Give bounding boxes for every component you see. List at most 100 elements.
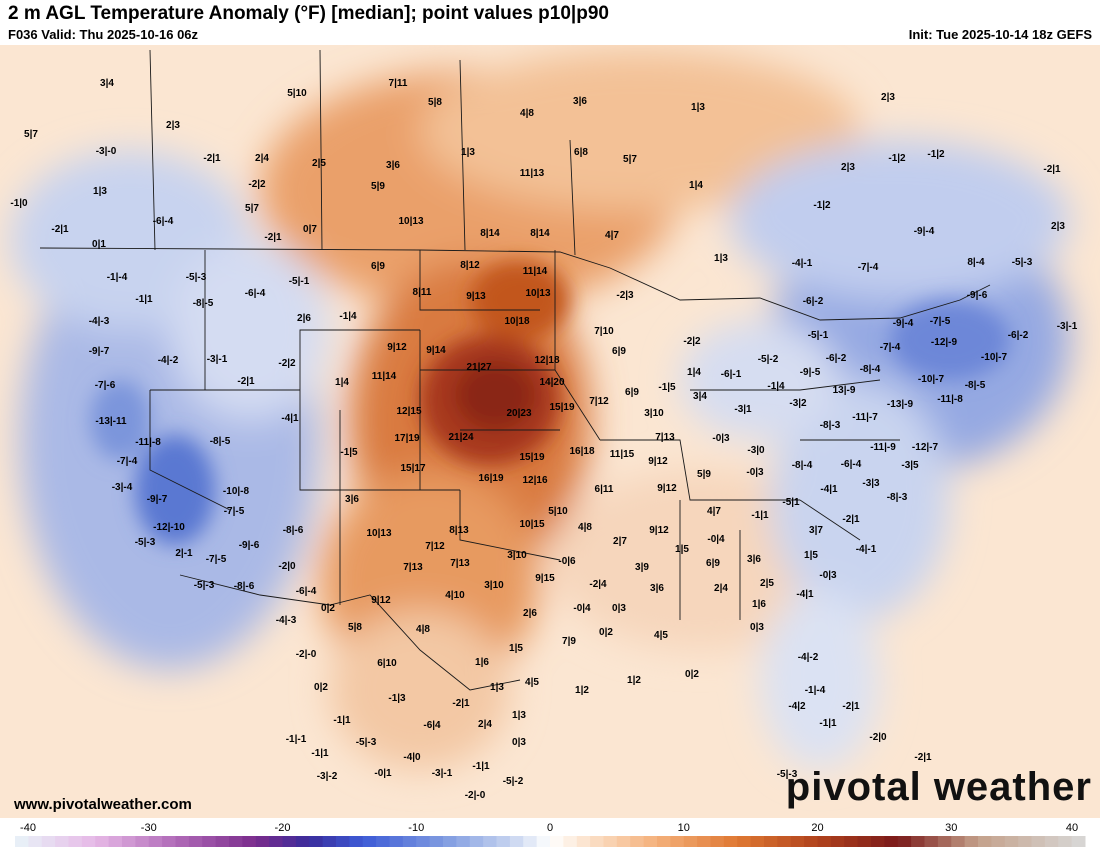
cold-region-quebec: [730, 140, 1070, 300]
colorbar-cell: [830, 836, 845, 847]
point-value: -8|-4: [860, 364, 881, 375]
point-value: 0|2: [321, 603, 335, 614]
point-value: -13|-9: [887, 399, 914, 410]
point-value: 10|15: [519, 519, 544, 530]
colorbar-cell: [683, 836, 698, 847]
point-value: -2|1: [914, 752, 932, 763]
point-value: 0|2: [314, 682, 328, 693]
point-value: 15|19: [519, 452, 544, 463]
colorbar-cell: [603, 836, 618, 847]
point-value: -2|4: [589, 579, 607, 590]
point-value: 15|17: [400, 463, 425, 474]
point-value: 1|3: [490, 682, 504, 693]
point-value: 8|13: [449, 525, 469, 536]
colorbar-cell: [844, 836, 859, 847]
point-value: -3|-4: [112, 482, 133, 493]
point-value: 4|5: [525, 677, 539, 688]
point-value: 3|10: [484, 580, 504, 591]
point-value: -0|1: [374, 768, 392, 779]
point-value: -1|1: [311, 748, 329, 759]
point-value: 7|10: [594, 326, 614, 337]
colorbar-cell: [536, 836, 551, 847]
point-value: -0|3: [746, 467, 764, 478]
point-value: -1|1: [333, 715, 351, 726]
point-value: 13|-9: [833, 385, 856, 396]
point-value: 4|8: [578, 522, 592, 533]
state-lines-east: [600, 379, 900, 620]
point-value: -7|-5: [206, 554, 227, 565]
point-value: -2|2: [278, 358, 296, 369]
colorbar-cell: [15, 836, 29, 847]
point-value: -6|-4: [153, 216, 174, 227]
point-value: -2|0: [869, 732, 887, 743]
point-value: 11|14: [372, 371, 397, 382]
point-value: -12|-7: [912, 442, 939, 453]
colorbar-cell: [590, 836, 604, 847]
site-url[interactable]: www.pivotalweather.com: [14, 796, 192, 813]
colorbar: -40 -30 -20 -10 0 10 20 30 40: [15, 822, 1086, 847]
colorbar-cell: [68, 836, 83, 847]
colorbar-cell: [937, 836, 952, 847]
point-value: -11|-8: [937, 394, 963, 405]
point-value: 8|-4: [967, 257, 985, 268]
point-value: 10|13: [525, 288, 550, 299]
point-value: 10|13: [366, 528, 391, 539]
point-value: 11|13: [520, 168, 545, 179]
point-value: 6|9: [612, 346, 626, 357]
colorbar-cell: [122, 836, 136, 847]
point-value: 8|12: [460, 260, 480, 271]
point-value: -9|-5: [800, 367, 821, 378]
point-value: 3|6: [650, 583, 664, 594]
point-value: 3|6: [573, 96, 587, 107]
colorbar-cell: [523, 836, 538, 847]
point-value: -11|-7: [852, 412, 878, 423]
colorbar-cell: [309, 836, 324, 847]
colorbar-cell: [269, 836, 283, 847]
colorbar-tick-label: 10: [678, 822, 690, 834]
borders: [39, 49, 991, 691]
colorbar-cell: [469, 836, 484, 847]
point-value: -8|-6: [234, 581, 255, 592]
colorbar-cell: [991, 836, 1006, 847]
point-value: -2|1: [264, 232, 282, 243]
point-value: 0|3: [750, 622, 764, 633]
point-value: -1|4: [767, 381, 785, 392]
point-value: 7|12: [589, 396, 609, 407]
point-value: 7|9: [562, 636, 576, 647]
point-value: -11|-8: [135, 437, 161, 448]
colorbar-cell: [41, 836, 56, 847]
point-value: 0|3: [512, 737, 526, 748]
point-value: -1|-1: [286, 734, 307, 745]
colorbar-cell: [951, 836, 966, 847]
point-value: 1|3: [461, 147, 475, 158]
point-value: -2|-0: [465, 790, 486, 801]
point-value: 1|3: [714, 253, 728, 264]
point-value: -4|-3: [276, 615, 297, 626]
point-value: -2|1: [51, 224, 69, 235]
point-value: -8|-3: [820, 420, 841, 431]
point-value: -3|3: [862, 478, 880, 489]
point-value: -1|2: [888, 153, 906, 164]
colorbar-cell: [737, 836, 752, 847]
point-value: 4|7: [707, 506, 721, 517]
point-value: -4|-1: [856, 544, 877, 555]
point-value: -2|1: [203, 153, 221, 164]
point-value: -6|4: [423, 720, 441, 731]
point-value: -7|-4: [880, 342, 901, 353]
point-value: -2|1: [452, 698, 470, 709]
point-value: 6|11: [595, 484, 614, 495]
colorbar-cell: [108, 836, 123, 847]
point-value: 0|3: [612, 603, 626, 614]
point-value: 1|3: [512, 710, 526, 721]
colorbar-cell: [215, 836, 230, 847]
point-value: -1|0: [10, 198, 28, 209]
point-value: 5|9: [697, 469, 711, 480]
colorbar-tick-label: -30: [141, 822, 157, 834]
point-value: -4|2: [788, 701, 806, 712]
point-value: -0|3: [819, 570, 837, 581]
cold-region-greatbasin: [170, 240, 330, 420]
colorbar-cell: [443, 836, 457, 847]
warm-region-mexico: [330, 610, 510, 770]
point-value: -1|-4: [107, 272, 128, 283]
point-value: -4|-1: [792, 258, 813, 269]
